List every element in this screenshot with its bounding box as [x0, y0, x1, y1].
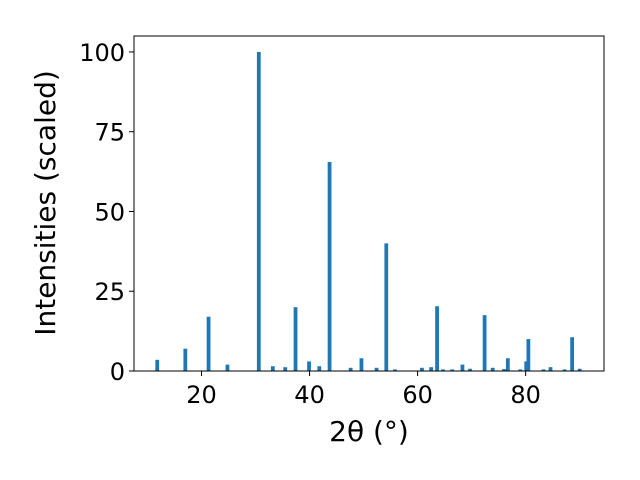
bar — [570, 337, 575, 371]
x-tick-label: 80 — [510, 381, 541, 409]
bar — [206, 316, 211, 371]
bar — [384, 243, 389, 371]
bar — [524, 361, 529, 371]
bar — [374, 367, 379, 371]
bar — [327, 162, 332, 371]
x-tick-label: 40 — [294, 381, 325, 409]
x-tick-label: 20 — [186, 381, 217, 409]
bar — [441, 369, 445, 371]
bar — [317, 366, 322, 371]
bar — [183, 348, 188, 371]
bar — [155, 359, 160, 371]
bar — [505, 358, 510, 371]
bar — [562, 369, 567, 371]
bar — [435, 306, 439, 371]
bar — [548, 367, 553, 371]
bar — [450, 369, 455, 371]
bar — [256, 51, 261, 371]
y-tick-label: 75 — [94, 119, 125, 147]
y-tick-label: 50 — [94, 198, 125, 226]
bar — [420, 367, 424, 371]
x-axis-label: 2θ (°) — [329, 415, 409, 448]
bar — [348, 367, 353, 371]
bar — [359, 358, 364, 371]
axis-ticks: 20 40 60 80 0 25 50 75 100 — [79, 39, 541, 409]
y-tick-label: 0 — [110, 358, 125, 386]
y-tick-label: 25 — [94, 278, 125, 306]
bar — [577, 368, 582, 371]
y-tick-label: 100 — [79, 39, 125, 67]
bar — [490, 367, 495, 371]
bar — [429, 367, 434, 371]
bar — [225, 364, 230, 371]
bar — [468, 368, 472, 371]
bar — [270, 366, 275, 371]
bar — [482, 315, 487, 371]
bar — [526, 339, 531, 371]
x-tick-label: 60 — [402, 381, 433, 409]
bar — [393, 369, 397, 371]
bar — [502, 369, 506, 371]
bar — [283, 367, 288, 371]
bar — [541, 369, 546, 371]
bar — [460, 364, 465, 371]
bar-series — [155, 51, 582, 371]
plot-area-frame — [133, 35, 605, 372]
bar — [307, 361, 311, 371]
bar — [293, 307, 298, 371]
y-axis-label: Intensities (scaled) — [29, 70, 62, 336]
bar — [518, 369, 523, 371]
